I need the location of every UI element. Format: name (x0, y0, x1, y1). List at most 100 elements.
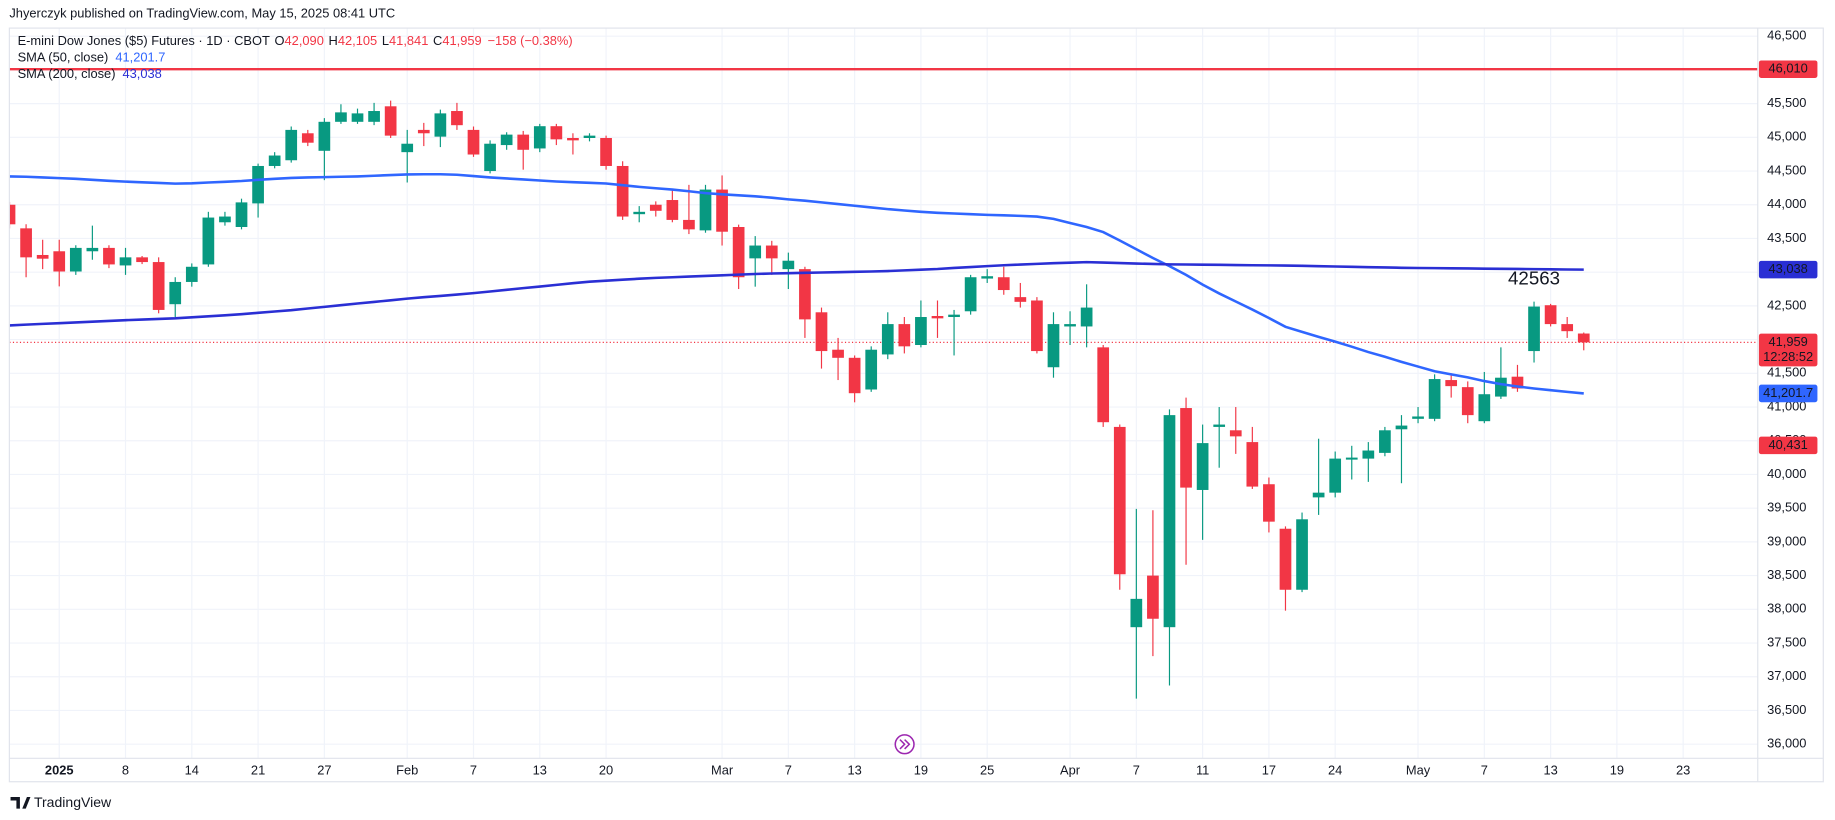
x-tick-label: 8 (122, 763, 129, 778)
price-label: 46,010 (1769, 61, 1808, 76)
candle-body (1428, 379, 1441, 419)
price-label: 41,959 (1769, 334, 1808, 349)
candle-body (1080, 307, 1093, 327)
x-tick-label: 7 (1133, 763, 1140, 778)
x-tick-label: 13 (533, 763, 547, 778)
y-tick-label: 46,500 (1767, 28, 1806, 43)
y-tick-label: 41,500 (1767, 365, 1806, 380)
y-tick-label: 45,000 (1767, 129, 1806, 144)
countdown-label: 12:28:52 (1763, 349, 1813, 364)
ohlc-value: 42,090 (285, 34, 324, 49)
y-tick-label: 42,500 (1767, 297, 1806, 312)
candle-body (583, 135, 596, 138)
x-tick-label: 13 (847, 763, 861, 778)
candle-body (732, 226, 745, 278)
candle-body (898, 324, 911, 347)
x-tick-label: 24 (1328, 763, 1342, 778)
ohlc-value: 41,841 (389, 34, 428, 49)
candle-body (467, 129, 480, 155)
candle-body (1345, 457, 1358, 460)
candle-body (36, 254, 49, 259)
x-tick-label: 17 (1262, 763, 1276, 778)
candle-body (1213, 424, 1226, 427)
x-tick-label: 7 (785, 763, 792, 778)
x-tick-label: 19 (914, 763, 928, 778)
candle-body (20, 228, 32, 258)
candle-body (219, 216, 231, 223)
candle-body (716, 189, 728, 232)
x-tick-label: Mar (711, 763, 734, 778)
ohlc-key: C (433, 34, 442, 49)
candle-body (335, 112, 347, 122)
candle-body (417, 129, 430, 134)
candle-body (252, 165, 264, 204)
candle-body (86, 247, 99, 252)
y-tick-label: 44,000 (1767, 196, 1806, 211)
candle-body (1329, 458, 1342, 493)
candle-body (434, 113, 447, 137)
y-tick-label: 36,000 (1767, 736, 1806, 751)
candle-body (1097, 347, 1110, 423)
candle-body (1528, 306, 1540, 352)
y-tick-label: 44,500 (1767, 162, 1806, 177)
candle-body (1113, 426, 1126, 575)
ohlc-value: 42,105 (338, 34, 377, 49)
x-tick-label: 13 (1543, 763, 1557, 778)
y-tick-label: 38,500 (1767, 567, 1806, 582)
candle-body (1047, 324, 1060, 368)
y-tick-label: 39,500 (1767, 500, 1806, 515)
candle-body (865, 349, 878, 390)
candle-body (666, 200, 679, 220)
plot-area (9, 68, 1758, 699)
x-tick-label: May (1406, 763, 1431, 778)
brand: TradingView (34, 794, 112, 810)
candle-body (500, 134, 513, 146)
candle-body (931, 316, 944, 319)
symbol: E-mini Dow Jones ($5) Futures · 1D · CBO… (18, 34, 270, 49)
indicator-value: 41,201.7 (115, 50, 165, 65)
candle-body (351, 113, 364, 122)
candle-body (799, 269, 811, 320)
y-tick-label: 37,500 (1767, 634, 1806, 649)
candle-body (881, 324, 894, 355)
y-tick-label: 38,000 (1767, 601, 1806, 616)
candle-body (1064, 324, 1076, 327)
candle-body (1544, 305, 1557, 325)
goto-arrows (899, 739, 911, 750)
chart-frame (8, 27, 1824, 783)
candle-body (1312, 492, 1325, 498)
x-tick-label: 7 (1481, 763, 1488, 778)
footer-logo: TradingView (10, 794, 112, 810)
x-tick-label: 20 (599, 763, 613, 778)
candle-body (268, 155, 281, 166)
candle-body (169, 281, 182, 305)
candle-body (550, 126, 563, 140)
sma-line (9, 172, 1584, 395)
candle-body (997, 277, 1010, 291)
candle-body (782, 260, 795, 270)
indicator-legend: SMA (200, close) 43,038 (18, 66, 162, 81)
price-label-box (1758, 436, 1818, 455)
y-tick-label: 36,500 (1767, 702, 1806, 717)
candle-body (1180, 408, 1192, 488)
y-tick-label: 37,000 (1767, 668, 1806, 683)
candle-body (484, 143, 496, 172)
candle-body (699, 189, 712, 231)
price-label-box (1758, 60, 1818, 78)
goto-realtime-button[interactable] (894, 734, 915, 755)
y-tick-label: 40,000 (1767, 466, 1806, 481)
candle-body (235, 202, 248, 227)
candle-body (616, 165, 629, 217)
indicator-name: SMA (50, close) (18, 50, 109, 65)
candle-body (517, 134, 530, 150)
candle-body (1511, 376, 1524, 389)
candle-body (1362, 450, 1375, 459)
indicator-name: SMA (200, close) (18, 66, 116, 81)
candle-body (749, 245, 762, 259)
candle-body (202, 217, 215, 265)
candle-body (1379, 430, 1391, 453)
ohlc-key: O (275, 34, 285, 49)
candle-body (1279, 528, 1292, 590)
